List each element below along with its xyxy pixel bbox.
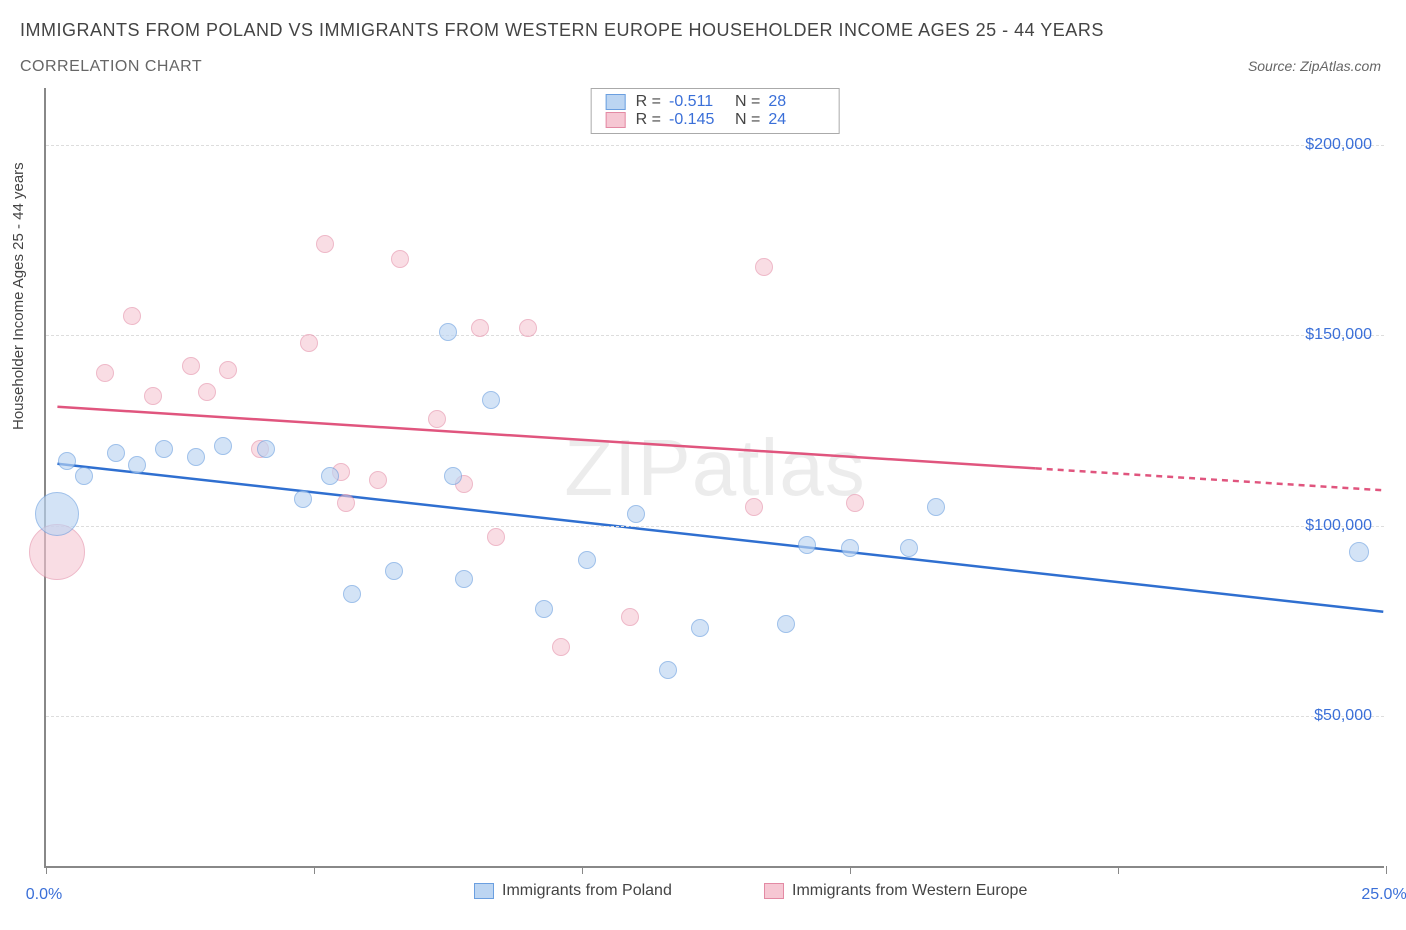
data-point-poland xyxy=(75,467,93,485)
data-point-poland xyxy=(385,562,403,580)
r-label: R = xyxy=(636,93,661,111)
data-point-poland xyxy=(659,661,677,679)
bottom-legend-we: Immigrants from Western Europe xyxy=(764,882,1027,900)
data-point-poland xyxy=(58,452,76,470)
data-point-poland xyxy=(691,619,709,637)
source-label: Source: xyxy=(1248,58,1296,74)
data-point-poland xyxy=(777,615,795,633)
r-value-poland: -0.511 xyxy=(669,93,725,111)
x-tick-label: 25.0% xyxy=(1361,886,1406,904)
data-point-poland xyxy=(35,492,79,536)
legend-row-poland: R = -0.511 N = 28 xyxy=(606,93,825,111)
data-point-poland xyxy=(798,536,816,554)
y-tick-label: $100,000 xyxy=(1305,517,1372,535)
y-tick-label: $150,000 xyxy=(1305,326,1372,344)
gridline xyxy=(46,526,1384,527)
y-axis-title: Householder Income Ages 25 - 44 years xyxy=(10,162,27,430)
data-point-poland xyxy=(900,539,918,557)
gridline xyxy=(46,145,1384,146)
data-point-we xyxy=(144,387,162,405)
x-tick-mark xyxy=(850,866,851,874)
y-tick-label: $50,000 xyxy=(1314,707,1372,725)
data-point-we xyxy=(369,471,387,489)
data-point-poland xyxy=(343,585,361,603)
data-point-poland xyxy=(155,440,173,458)
data-point-we xyxy=(391,250,409,268)
data-point-poland xyxy=(257,440,275,458)
x-tick-mark xyxy=(582,866,583,874)
n-value-we: 24 xyxy=(768,111,824,129)
data-point-we xyxy=(621,608,639,626)
data-point-poland xyxy=(107,444,125,462)
data-point-we xyxy=(123,307,141,325)
data-point-poland xyxy=(321,467,339,485)
r-label: R = xyxy=(636,111,661,129)
data-point-poland xyxy=(482,391,500,409)
data-point-we xyxy=(428,410,446,428)
data-point-poland xyxy=(841,539,859,557)
data-point-poland xyxy=(578,551,596,569)
data-point-poland xyxy=(455,570,473,588)
swatch-we xyxy=(764,883,784,899)
data-point-poland xyxy=(1349,542,1369,562)
data-point-poland xyxy=(294,490,312,508)
data-point-we xyxy=(846,494,864,512)
data-point-we xyxy=(519,319,537,337)
source-value: ZipAtlas.com xyxy=(1300,58,1381,74)
data-point-poland xyxy=(439,323,457,341)
x-tick-label: 0.0% xyxy=(26,886,62,904)
swatch-poland xyxy=(474,883,494,899)
data-point-we xyxy=(300,334,318,352)
series-label-poland: Immigrants from Poland xyxy=(502,882,672,900)
x-tick-mark xyxy=(46,866,47,874)
data-point-poland xyxy=(214,437,232,455)
x-tick-mark xyxy=(1386,866,1387,874)
n-label: N = xyxy=(735,111,760,129)
trend-lines xyxy=(46,88,1384,866)
gridline xyxy=(46,716,1384,717)
data-point-we xyxy=(755,258,773,276)
bottom-legend-poland: Immigrants from Poland xyxy=(474,882,672,900)
data-point-we xyxy=(219,361,237,379)
scatter-plot: ZIPatlas R = -0.511 N = 28 R = -0.145 N … xyxy=(44,88,1384,868)
chart-subtitle: CORRELATION CHART xyxy=(20,58,202,76)
watermark: ZIPatlas xyxy=(564,422,865,514)
gridline xyxy=(46,335,1384,336)
y-tick-label: $200,000 xyxy=(1305,136,1372,154)
data-point-we xyxy=(552,638,570,656)
data-point-poland xyxy=(444,467,462,485)
source-credit: Source: ZipAtlas.com xyxy=(1248,58,1381,74)
n-label: N = xyxy=(735,93,760,111)
legend-row-we: R = -0.145 N = 24 xyxy=(606,111,825,129)
r-value-we: -0.145 xyxy=(669,111,725,129)
x-tick-mark xyxy=(314,866,315,874)
chart-title: IMMIGRANTS FROM POLAND VS IMMIGRANTS FRO… xyxy=(20,20,1104,41)
data-point-we xyxy=(337,494,355,512)
data-point-we xyxy=(745,498,763,516)
data-point-we xyxy=(487,528,505,546)
data-point-we xyxy=(471,319,489,337)
data-point-poland xyxy=(535,600,553,618)
x-tick-mark xyxy=(1118,866,1119,874)
data-point-we xyxy=(198,383,216,401)
data-point-poland xyxy=(128,456,146,474)
data-point-we xyxy=(96,364,114,382)
data-point-we xyxy=(316,235,334,253)
data-point-poland xyxy=(187,448,205,466)
data-point-we xyxy=(182,357,200,375)
correlation-legend: R = -0.511 N = 28 R = -0.145 N = 24 xyxy=(591,88,840,134)
swatch-we xyxy=(606,112,626,128)
data-point-poland xyxy=(627,505,645,523)
data-point-poland xyxy=(927,498,945,516)
swatch-poland xyxy=(606,94,626,110)
n-value-poland: 28 xyxy=(768,93,824,111)
series-label-we: Immigrants from Western Europe xyxy=(792,882,1027,900)
